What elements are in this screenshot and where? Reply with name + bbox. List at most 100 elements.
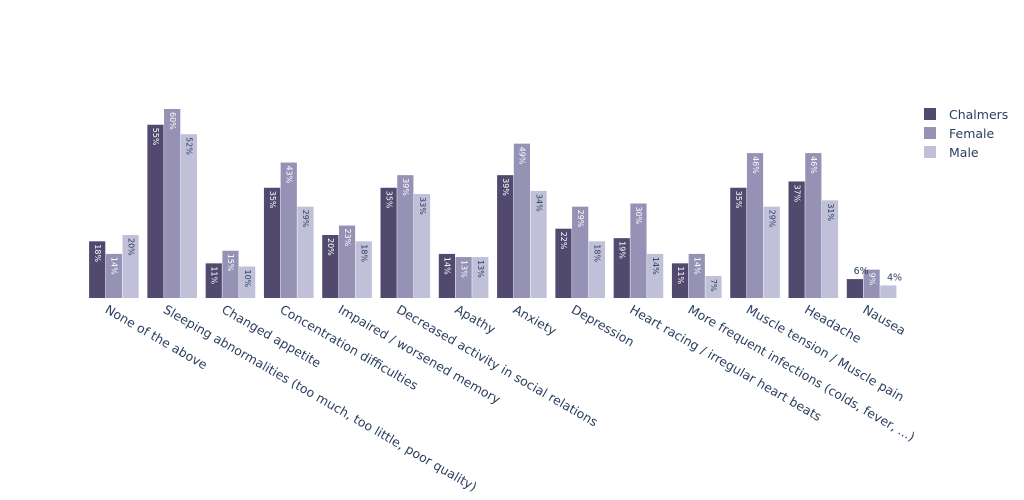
bar-chalmers-8[interactable]: [555, 228, 572, 298]
bar-chalmers-6[interactable]: [438, 253, 455, 298]
legend-swatch: [924, 127, 936, 139]
bar-value-label: 43%: [285, 166, 294, 184]
bar-female-3[interactable]: [280, 162, 297, 298]
bar-value-label: 7%: [709, 279, 718, 292]
bar-chalmers-10[interactable]: [671, 263, 689, 298]
bar-value-label: 20%: [126, 238, 135, 256]
bar-value-label: 14%: [443, 257, 452, 275]
legend-item-male[interactable]: Male: [924, 145, 979, 160]
bar-chalmers-12[interactable]: [788, 181, 805, 298]
bar-male-3[interactable]: [297, 206, 314, 298]
bar-value-label: 29%: [576, 210, 585, 228]
bar-value-label: 31%: [826, 203, 835, 221]
bar-value-label: 11%: [676, 266, 685, 284]
bar-value-label: 37%: [792, 184, 801, 202]
bar-female-1[interactable]: [164, 109, 181, 298]
legend-item-chalmers[interactable]: Chalmers: [924, 107, 1008, 122]
x-tick-label: Anxiety: [511, 302, 560, 339]
bar-value-labels: 18% 55% 11% 35% 20% 35% 14% 39% 22% 19% 11% 35% 37% 6…: [93, 112, 902, 292]
bar-female-5[interactable]: [397, 175, 414, 298]
bar-value-label: 46%: [809, 156, 818, 174]
legend-label: Chalmers: [949, 107, 1008, 122]
bar-value-label: 20%: [326, 238, 335, 256]
bar-chalmers-9[interactable]: [613, 238, 630, 298]
legend-swatch: [924, 108, 936, 120]
bar-male-13[interactable]: [880, 285, 897, 298]
bar-chalmers-3[interactable]: [263, 187, 281, 298]
x-tick-label: None of the above: [103, 302, 211, 373]
bars-layer: [89, 109, 897, 299]
bar-female-7[interactable]: [513, 143, 530, 298]
legend-label: Male: [949, 145, 979, 160]
legend-label: Female: [949, 126, 995, 141]
bar-male-4[interactable]: [355, 241, 372, 298]
bar-value-label: 10%: [243, 270, 252, 288]
bar-female-2[interactable]: [222, 250, 239, 298]
bar-male-8[interactable]: [588, 241, 605, 298]
bar-value-label: 14%: [110, 257, 119, 275]
bar-value-label: 39%: [401, 178, 410, 196]
bar-male-5[interactable]: [413, 194, 431, 298]
bar-value-label: 49%: [518, 147, 527, 165]
bar-male-10[interactable]: [705, 275, 722, 298]
bar-female-6[interactable]: [455, 257, 472, 298]
bar-chalmers-13[interactable]: [846, 279, 863, 298]
bar-female-0[interactable]: [105, 253, 122, 298]
x-tick-label: Nausea: [860, 302, 908, 338]
legend-item-female[interactable]: Female: [924, 126, 995, 141]
bar-value-label: 9%: [867, 273, 876, 286]
bar-male-1[interactable]: [180, 134, 197, 298]
bar-value-label: 18%: [359, 244, 368, 262]
bar-value-label: 35%: [384, 191, 393, 209]
bar-female-9[interactable]: [630, 203, 647, 299]
bar-value-label: 18%: [93, 244, 102, 262]
bar-female-13[interactable]: [863, 269, 880, 298]
bar-value-label: 11%: [210, 266, 219, 284]
bar-value-label: 29%: [301, 210, 310, 228]
bar-male-9[interactable]: [647, 253, 664, 298]
bar-value-label: 18%: [593, 244, 602, 262]
bar-value-label: 55%: [151, 128, 160, 146]
bar-chalmers-1[interactable]: [147, 124, 164, 298]
bar-value-label: 19%: [618, 241, 627, 259]
x-tick-label: Depression: [569, 302, 637, 350]
bar-value-label: 35%: [734, 191, 743, 209]
bar-value-label: 60%: [168, 112, 177, 130]
bar-male-11[interactable]: [763, 206, 780, 298]
bar-female-12[interactable]: [805, 153, 822, 298]
bar-value-label: 29%: [767, 210, 776, 228]
bar-chalmers-0[interactable]: [89, 241, 106, 298]
bar-female-8[interactable]: [572, 206, 589, 298]
bar-value-label: 15%: [226, 254, 235, 272]
bar-value-label: 13%: [476, 260, 485, 278]
bar-value-label: 33%: [418, 197, 427, 215]
bar-chalmers-7[interactable]: [497, 175, 514, 298]
bar-value-label: 52%: [185, 137, 194, 155]
bar-value-label: 22%: [559, 232, 568, 250]
legend-swatch: [924, 146, 936, 158]
bar-value-label: 30%: [634, 207, 643, 225]
bar-male-2[interactable]: [239, 266, 256, 299]
bar-male-12[interactable]: [821, 200, 839, 298]
bar-female-11[interactable]: [746, 153, 764, 298]
bar-value-label: 39%: [501, 178, 510, 196]
bar-female-10[interactable]: [688, 253, 705, 298]
bar-value-label: 14%: [651, 257, 660, 275]
bar-female-4[interactable]: [338, 225, 356, 298]
bar-chalmers-2[interactable]: [205, 263, 222, 298]
bar-male-6[interactable]: [472, 257, 489, 298]
bar-value-label: 35%: [268, 191, 277, 209]
bar-chalmers-4[interactable]: [322, 235, 339, 298]
bar-value-label: 23%: [343, 229, 352, 247]
bar-value-label: 46%: [751, 156, 760, 174]
bar-chalmers-11[interactable]: [730, 187, 747, 298]
bar-male-7[interactable]: [530, 190, 547, 298]
bar-male-0[interactable]: [122, 235, 139, 298]
bar-value-label: 13%: [459, 260, 468, 278]
bar-chalmers-5[interactable]: [380, 187, 397, 298]
bar-value-label: 6%: [854, 266, 869, 277]
legend[interactable]: Chalmers Female Male: [924, 107, 1008, 160]
x-tick-label: Apathy: [452, 302, 498, 337]
